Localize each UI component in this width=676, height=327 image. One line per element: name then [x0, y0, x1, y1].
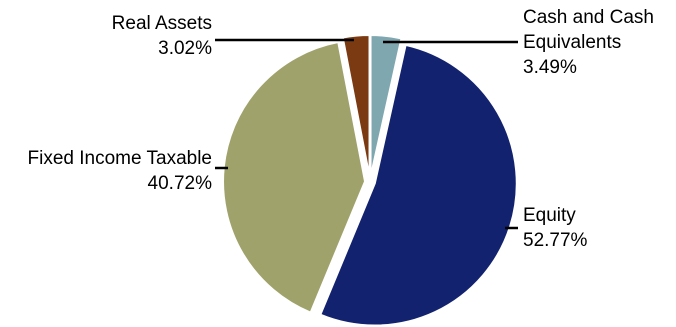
slice-label-real-assets: Real Assets [112, 13, 212, 34]
slice-label-cash-line2: Equivalents [523, 32, 621, 53]
slice-label-fixed-income: Fixed Income Taxable [28, 148, 212, 169]
slice-label-equity: Equity [523, 205, 576, 226]
slice-pct-real-assets: 3.02% [158, 38, 212, 59]
pie-slice-cash [369, 34, 403, 178]
slice-pct-cash: 3.49% [523, 57, 577, 78]
pie-slices [222, 34, 518, 327]
pie-slice-real-assets [341, 34, 371, 178]
slice-pct-fixed-income: 40.72% [148, 173, 213, 194]
slice-pct-equity: 52.77% [523, 230, 588, 251]
pie-slice-equity [319, 43, 518, 327]
slice-label-cash: Cash and Cash [523, 7, 654, 28]
leader-lines [215, 38, 518, 230]
